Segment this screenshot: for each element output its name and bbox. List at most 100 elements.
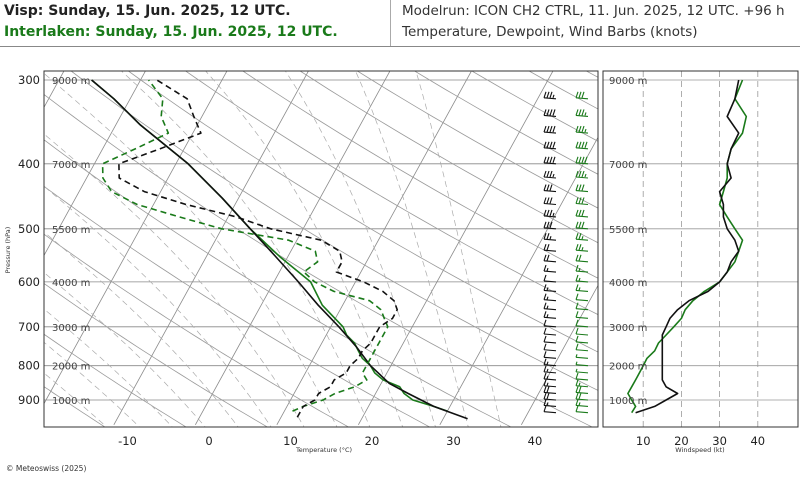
header: Visp: Sunday, 15. Jun. 2025, 12 UTC. Int…: [0, 0, 800, 47]
interlaken-wind-barb: [575, 141, 589, 150]
temperature-tick-label: 10: [283, 434, 298, 448]
height-label: 2000 m: [52, 362, 90, 373]
interlaken-wind-barb: [575, 264, 589, 273]
visp-wind-barb: [543, 244, 557, 252]
visp-wind-barb: [543, 319, 557, 328]
interlaken-wind-barb: [575, 354, 589, 359]
height-label: 1000 m: [52, 396, 90, 407]
visp-wind-barb: [543, 293, 557, 302]
visp-wind-barb: [543, 302, 557, 311]
isotherm-line: [44, 71, 146, 257]
pressure-tick-label: 500: [18, 222, 40, 236]
visp-wind-barb: [543, 141, 557, 150]
station2-title: Interlaken: Sunday, 15. Jun. 2025, 12 UT…: [4, 24, 338, 40]
moist-adiabat: [44, 231, 239, 427]
windspeed-plot-area: [603, 71, 798, 427]
temperature-tick-label: 30: [446, 434, 461, 448]
interlaken-wind-barb: [575, 91, 589, 100]
dry-adiabat: [471, 71, 598, 142]
isotherm-line: [195, 71, 391, 425]
height-label: 5500 m: [52, 225, 90, 236]
skewt-frame: [43, 70, 599, 428]
interlaken-wind-barb: [575, 209, 589, 218]
visp-wind-barb: [543, 392, 557, 401]
pressure-tick-label: 600: [18, 275, 40, 289]
interlaken-wind-barb: [575, 156, 589, 165]
station1-title: Visp: Sunday, 15. Jun. 2025, 12 UTC.: [4, 3, 291, 19]
interlaken-wind-barb: [575, 405, 589, 414]
visp-dewpoint-line: [118, 79, 398, 418]
dry-adiabat: [44, 333, 187, 427]
windspeed-tick-label: 30: [712, 434, 727, 448]
interlaken-wind-barb: [575, 284, 589, 292]
dry-adiabat: [44, 282, 269, 427]
visp-wind-barb: [543, 386, 557, 395]
isotherm-line: [684, 70, 800, 425]
height-label: 4000 m: [609, 278, 647, 289]
height-label: 5500 m: [609, 225, 647, 236]
height-label: 4000 m: [52, 278, 90, 289]
visp-wind-barb: [543, 311, 557, 319]
interlaken-wind-barb: [575, 327, 589, 336]
visp-wind-barb: [543, 156, 557, 165]
moist-adiabat: [415, 71, 502, 427]
height-label: 1000 m: [609, 396, 647, 407]
dry-adiabat: [44, 185, 431, 427]
interlaken-wind-barb: [575, 244, 589, 252]
visp-wind-barb: [543, 254, 557, 263]
visp-wind-barb: [543, 372, 557, 381]
dry-adiabat: [585, 71, 598, 78]
pressure-tick-label: 900: [18, 393, 40, 407]
visp-wind-barb: [543, 221, 557, 230]
visp-wind-barb: [543, 91, 557, 100]
interlaken-wind-barb: [575, 274, 589, 283]
height-label: 2000 m: [609, 362, 647, 373]
interlaken-wind-barb: [575, 343, 589, 352]
temperature-tick-label: 0: [205, 434, 212, 448]
copyright: © Meteoswiss (2025): [6, 464, 87, 473]
interlaken-wind-barb: [575, 254, 589, 263]
moist-adiabat: [44, 272, 206, 427]
visp-wind-barb: [543, 327, 557, 336]
visp-wind-barb: [543, 351, 557, 359]
visp-wind-barb: [543, 379, 557, 388]
chart-subtitle: Temperature, Dewpoint, Wind Barbs (knots…: [402, 24, 698, 40]
isotherm-line: [439, 136, 598, 425]
height-label: 3000 m: [52, 323, 90, 334]
windspeed-tick-label: 20: [674, 434, 689, 448]
interlaken-wind-barb: [575, 302, 589, 311]
dry-adiabat: [70, 71, 598, 391]
visp-wind-barb: [543, 399, 557, 407]
dry-adiabat: [44, 93, 593, 427]
windspeed-frame: [602, 70, 799, 428]
temperature-tick-label: 20: [365, 434, 380, 448]
visp-wind-barb: [543, 170, 557, 179]
moist-adiabat: [120, 71, 371, 427]
dry-adiabat: [679, 60, 800, 431]
visp-wind-barb: [543, 233, 557, 241]
dry-adiabat: [528, 71, 598, 110]
dry-adiabat: [356, 71, 598, 209]
interlaken-wind-barb: [575, 379, 589, 388]
interlaken-wind-barb: [575, 197, 589, 206]
interlaken-wind-barb: [575, 372, 589, 381]
visp-temperature-line: [91, 79, 468, 420]
interlaken-wind-barb: [575, 392, 589, 401]
moist-adiabat: [44, 185, 272, 427]
header-divider: [390, 0, 391, 46]
visp-wind-barb: [543, 284, 557, 292]
windspeed-axis-label: Windspeed (kt): [675, 446, 724, 454]
visp-wind-barb: [543, 274, 557, 283]
interlaken-wind-barb: [575, 233, 589, 241]
interlaken-wind-barb: [575, 184, 589, 193]
isotherm-line: [113, 71, 309, 425]
visp-wind-barb: [543, 335, 557, 344]
visp-wind-barb: [543, 197, 557, 206]
height-label: 7000 m: [52, 160, 90, 171]
visp-wind-barb: [543, 209, 557, 218]
moist-adiabat: [44, 72, 338, 427]
interlaken-wind-barb: [575, 386, 589, 395]
interlaken-wind-barb: [575, 125, 589, 134]
